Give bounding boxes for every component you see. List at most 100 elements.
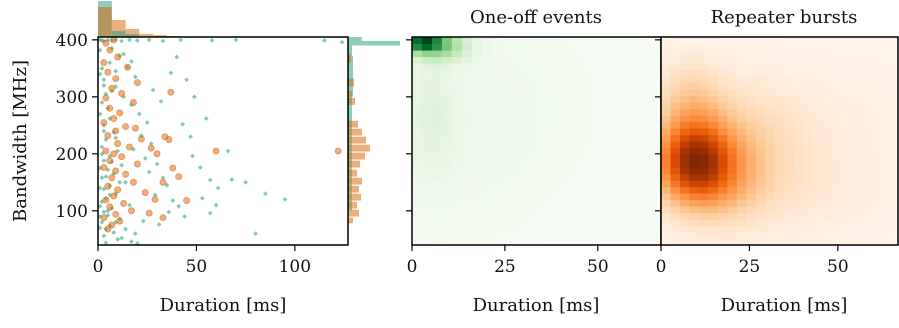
heatmap-cell [481, 206, 493, 214]
heatmap-cell [421, 206, 433, 214]
heatmap-cell [841, 102, 852, 110]
heatmap-cell [571, 238, 582, 246]
heatmap-cell [755, 141, 766, 149]
heatmap-cell [698, 76, 709, 84]
scatter-point-one-off [101, 209, 107, 215]
heatmap-cell [803, 134, 814, 142]
heatmap-cell [698, 63, 709, 71]
heatmap-cell [812, 63, 823, 71]
heatmap-cell [461, 37, 473, 45]
heatmap-cell [641, 63, 652, 71]
heatmap-cell [611, 219, 622, 227]
scatter-point-repeater [112, 167, 120, 175]
heatmap-cell [651, 167, 662, 175]
heatmap-cell [531, 173, 543, 181]
heatmap-cell [879, 206, 890, 214]
heatmap-cell [451, 173, 463, 181]
heatmap-cell [661, 219, 672, 227]
heatmap-cell [651, 212, 662, 220]
heatmap-cell [501, 232, 513, 240]
heatmap-cell [717, 147, 728, 155]
heatmap-cell [698, 193, 709, 201]
heatmap-cell [431, 238, 443, 246]
heatmap-cell [521, 43, 533, 51]
heatmap-cell [591, 160, 602, 168]
heatmap-cell [679, 225, 691, 233]
scatter-point-one-off [146, 37, 152, 43]
heatmap-cell [812, 128, 823, 136]
right-histogram-bar [348, 152, 365, 160]
heatmap-cell [521, 238, 533, 246]
heatmap-cell [421, 141, 433, 149]
heatmap-cell [803, 212, 814, 220]
heatmap-cell [803, 50, 814, 58]
heatmap-cell [491, 82, 503, 90]
heatmap-cell [670, 128, 681, 136]
heatmap-cell [746, 43, 757, 51]
scatter-point-repeater [145, 209, 153, 217]
scatter-point-one-off [170, 198, 176, 203]
right-histogram-bar [348, 201, 357, 209]
heatmap-cell [888, 225, 899, 233]
heatmap-cell [621, 108, 632, 116]
heatmap-cell [670, 199, 681, 207]
heatmap-cell [491, 160, 503, 168]
heatmap-cell [736, 128, 747, 136]
scatter-point-one-off [133, 74, 138, 80]
heatmap-cell [621, 76, 632, 84]
heatmap-cell [831, 212, 842, 220]
heatmap-cell [755, 56, 766, 64]
scatter-point-one-off [207, 210, 213, 216]
heatmap-cell [441, 199, 453, 207]
heatmap-cell [461, 232, 473, 240]
heatmap-cell [501, 206, 513, 214]
heatmap-cell [431, 180, 443, 188]
heatmap-cell [431, 147, 443, 155]
heatmap-cell [641, 154, 652, 162]
heatmap-cell [491, 154, 503, 162]
scatter-point-repeater [122, 123, 129, 130]
heatmap-cell [561, 50, 572, 58]
heatmap-cell [481, 154, 493, 162]
heatmap-cell [841, 95, 852, 103]
heatmap-cell [679, 121, 691, 129]
heatmap-cell [511, 82, 523, 90]
heatmap-cell [511, 206, 523, 214]
heatmap-cell [850, 212, 861, 220]
heatmap-cell [661, 180, 672, 188]
heatmap-cell [717, 89, 728, 97]
heatmap-cell [471, 69, 483, 77]
heatmap-cell [541, 108, 553, 116]
heatmap-cell [879, 82, 890, 90]
heatmap-cell [412, 76, 423, 84]
heatmap-cell [708, 160, 719, 168]
scatter-point-one-off [134, 240, 140, 245]
heatmap-cell [793, 199, 804, 207]
heatmap-cell [581, 167, 592, 175]
heatmap-cell [869, 206, 880, 214]
heatmap-cell [888, 115, 899, 123]
heatmap-cell [661, 76, 672, 84]
heatmap-cell [541, 147, 553, 155]
heatmap-cell [611, 134, 622, 142]
heatmap-cell [521, 121, 533, 129]
heatmap-cell [441, 160, 453, 168]
heatmap-cell [822, 238, 833, 246]
heatmap-cell [698, 160, 709, 168]
heatmap-cell [611, 147, 622, 155]
heatmap-cell [831, 141, 842, 149]
heatmap-cell [793, 212, 804, 220]
heatmap-cell [461, 167, 473, 175]
heatmap-cell [461, 141, 473, 149]
heatmap-cell [491, 212, 503, 220]
heatmap-cell [561, 134, 572, 142]
heatmap-cell [641, 238, 652, 246]
heatmap-cell [661, 238, 672, 246]
heatmap-one-off-cells [412, 37, 662, 246]
heatmap-cell [888, 232, 899, 240]
heatmap-cell [736, 154, 747, 162]
heatmap-cell [661, 193, 672, 201]
heatmap-cell [879, 37, 890, 45]
heatmap-cell [491, 108, 503, 116]
heatmap-cell [461, 50, 473, 58]
